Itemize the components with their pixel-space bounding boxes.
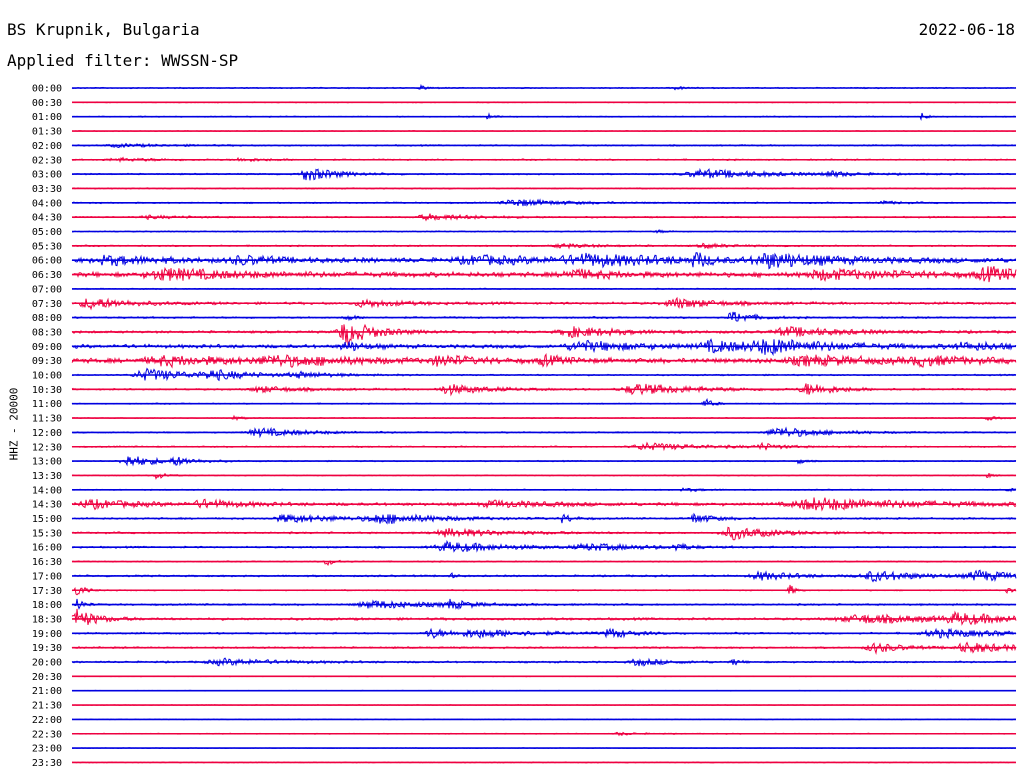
time-label: 23:00 (32, 744, 62, 755)
time-label: 09:30 (32, 356, 62, 367)
time-label: 04:30 (32, 213, 62, 224)
time-label: 16:00 (32, 543, 62, 554)
trace-line (71, 323, 1017, 346)
time-label: 19:00 (32, 629, 62, 640)
time-label: 13:30 (32, 471, 62, 482)
time-label: 03:30 (32, 184, 62, 195)
time-label: 11:30 (32, 414, 62, 425)
time-label: 10:00 (32, 371, 62, 382)
time-label: 22:00 (32, 715, 62, 726)
time-label: 12:30 (32, 442, 62, 453)
time-label: 21:00 (32, 686, 62, 697)
trace-line (71, 252, 1017, 270)
trace-line (71, 608, 1017, 626)
time-label: 05:00 (32, 227, 62, 238)
time-label: 10:30 (32, 385, 62, 396)
time-label: 08:00 (32, 313, 62, 324)
time-label: 15:30 (32, 528, 62, 539)
time-label: 16:30 (32, 557, 62, 568)
time-label: 01:00 (32, 112, 62, 123)
time-label: 19:30 (32, 643, 62, 654)
time-label: 07:00 (32, 284, 62, 295)
time-label: 04:00 (32, 198, 62, 209)
filter-label: Applied filter: WWSSN-SP (7, 51, 239, 70)
time-label: 02:30 (32, 155, 62, 166)
time-label: 22:30 (32, 729, 62, 740)
time-label: 07:30 (32, 299, 62, 310)
time-label: 03:00 (32, 170, 62, 181)
trace-line (71, 598, 1017, 610)
station-title: BS Krupnik, Bulgaria (7, 20, 200, 39)
time-label: 23:30 (32, 758, 62, 769)
time-label: 11:00 (32, 399, 62, 410)
time-label: 17:00 (32, 571, 62, 582)
time-label: 05:30 (32, 241, 62, 252)
time-label: 00:30 (32, 98, 62, 109)
time-label: 14:30 (32, 500, 62, 511)
time-label: 14:00 (32, 485, 62, 496)
time-label: 17:30 (32, 586, 62, 597)
time-label: 02:00 (32, 141, 62, 152)
time-label: 18:30 (32, 614, 62, 625)
time-label: 20:30 (32, 672, 62, 683)
trace-line (71, 311, 1017, 323)
trace-line (71, 397, 1017, 406)
time-label: 13:00 (32, 457, 62, 468)
time-label: 06:00 (32, 256, 62, 267)
time-label: 08:30 (32, 327, 62, 338)
time-label: 15:00 (32, 514, 62, 525)
time-label: 18:00 (32, 600, 62, 611)
time-label: 21:30 (32, 701, 62, 712)
time-label: 00:00 (32, 84, 62, 95)
time-label: 06:30 (32, 270, 62, 281)
time-label: 12:00 (32, 428, 62, 439)
date-label: 2022-06-18 (918, 20, 1015, 39)
time-label: 01:30 (32, 127, 62, 138)
time-label: 09:00 (32, 342, 62, 353)
time-label: 20:00 (32, 658, 62, 669)
